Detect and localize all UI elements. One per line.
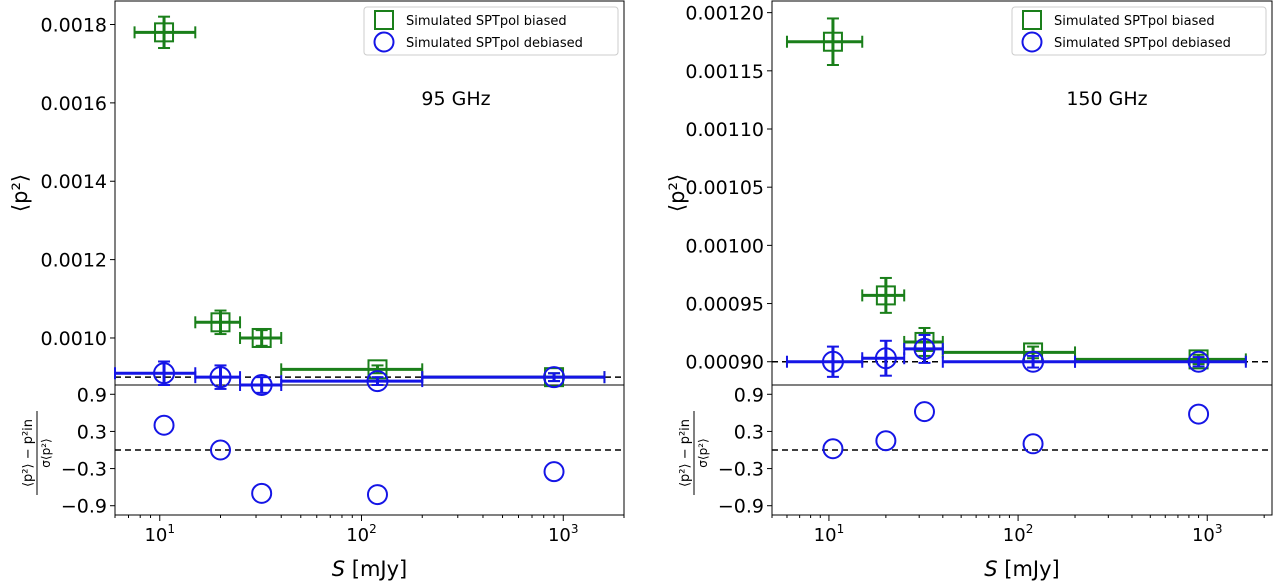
residual-point (153, 414, 175, 436)
biased-point (154, 22, 175, 43)
bottom-y-label-numerator: ⟨p²⟩ − p²in (678, 419, 693, 487)
x-tick-label: 101 (814, 522, 845, 546)
debiased-point (821, 350, 844, 373)
top-y-tick-label: 0.0012 (41, 250, 107, 272)
biased-point (251, 327, 272, 348)
top-y-tick-label: 0.0014 (41, 171, 107, 193)
debiased-point (153, 362, 176, 385)
top-y-tick-label: 0.00100 (685, 235, 764, 257)
debiased-point (874, 347, 897, 370)
bottom-y-tick-label: 0.3 (734, 421, 764, 443)
legend-label: Simulated SPTpol biased (406, 14, 567, 29)
bottom-y-tick-label: 0.9 (734, 384, 764, 406)
bottom-y-axis-label: ⟨p²⟩ − p²in σ⟨p²⟩ (678, 411, 710, 495)
residual-point (913, 401, 935, 423)
residual-point (543, 461, 565, 483)
bottom-y-label-denominator: σ⟨p²⟩ (696, 438, 710, 467)
top-y-tick-label: 0.0018 (41, 15, 107, 37)
legend-marker-debiased (373, 31, 395, 53)
top-y-tick-label: 0.00105 (685, 177, 764, 199)
residual-point (822, 438, 844, 460)
debiased-point (543, 366, 566, 389)
residual-point (875, 430, 897, 452)
top-y-axis-label: ⟨p²⟩ (665, 174, 689, 212)
top-y-tick-label: 0.00090 (685, 352, 764, 374)
debiased-point (209, 366, 232, 389)
legend-box (1011, 6, 1267, 56)
top-plot-frame (771, 0, 1273, 386)
x-tick-label: 103 (548, 522, 579, 546)
frequency-annotation: 150 GHz (1066, 88, 1147, 110)
legend-marker-debiased (1021, 31, 1043, 53)
bottom-y-tick-label: 0.9 (77, 384, 107, 406)
residual-point (1022, 433, 1044, 455)
x-axis-label: S [mJy] (984, 557, 1059, 581)
debiased-point (1022, 350, 1045, 373)
top-y-tick-label: 0.0010 (41, 328, 107, 350)
top-y-tick-label: 0.00115 (685, 61, 764, 83)
residual-point (209, 439, 231, 461)
biased-point (210, 312, 231, 333)
bottom-y-tick-label: −0.9 (61, 496, 107, 518)
chart-150ghz: 0.00090 0.00095 0.00100 0.00105 0.00110 0.001… (665, 0, 1273, 581)
x-tick-label: 101 (144, 522, 175, 546)
debiased-point (366, 370, 389, 393)
legend-label: Simulated SPTpol debiased (406, 36, 583, 51)
x-axis-label: S [mJy] (332, 557, 407, 581)
legend-marker-biased (1022, 10, 1042, 30)
top-y-tick-label: 0.00095 (685, 294, 764, 316)
bottom-y-tick-label: 0.3 (77, 421, 107, 443)
legend-label: Simulated SPTpol debiased (1054, 36, 1231, 51)
debiased-point (250, 374, 273, 396)
bottom-y-tick-label: −0.3 (718, 459, 764, 481)
debiased-point (1187, 350, 1210, 373)
residual-point (251, 482, 273, 504)
bottom-y-label-numerator: ⟨p²⟩ − p²in (21, 419, 36, 487)
bottom-y-tick-label: −0.3 (61, 459, 107, 481)
legend-marker-biased (374, 10, 394, 30)
top-y-tick-label: 0.00110 (685, 119, 764, 141)
x-tick-label: 102 (346, 522, 377, 546)
top-y-axis-label: ⟨p²⟩ (8, 174, 32, 212)
legend-box (363, 6, 619, 56)
legend-label: Simulated SPTpol biased (1054, 14, 1215, 29)
bottom-y-label-denominator: σ⟨p²⟩ (39, 438, 53, 467)
biased-point (822, 31, 843, 52)
top-y-tick-label: 0.0016 (41, 93, 107, 115)
debiased-point (913, 337, 936, 360)
frequency-annotation: 95 GHz (421, 88, 490, 110)
bottom-y-axis-label: ⟨p²⟩ − p²in σ⟨p²⟩ (21, 411, 53, 495)
top-y-tick-label: 0.00120 (685, 3, 764, 25)
bottom-y-tick-label: −0.9 (718, 496, 764, 518)
biased-point (875, 285, 896, 306)
residual-point (366, 484, 388, 506)
x-tick-label: 103 (1192, 522, 1223, 546)
top-plot-frame (114, 0, 625, 386)
residual-point (1188, 403, 1210, 425)
chart-95ghz: 0.0010 0.0012 0.0014 0.0016 0.0018 −0.9 −0.3 0.… (8, 0, 625, 581)
x-tick-label: 102 (1003, 522, 1034, 546)
